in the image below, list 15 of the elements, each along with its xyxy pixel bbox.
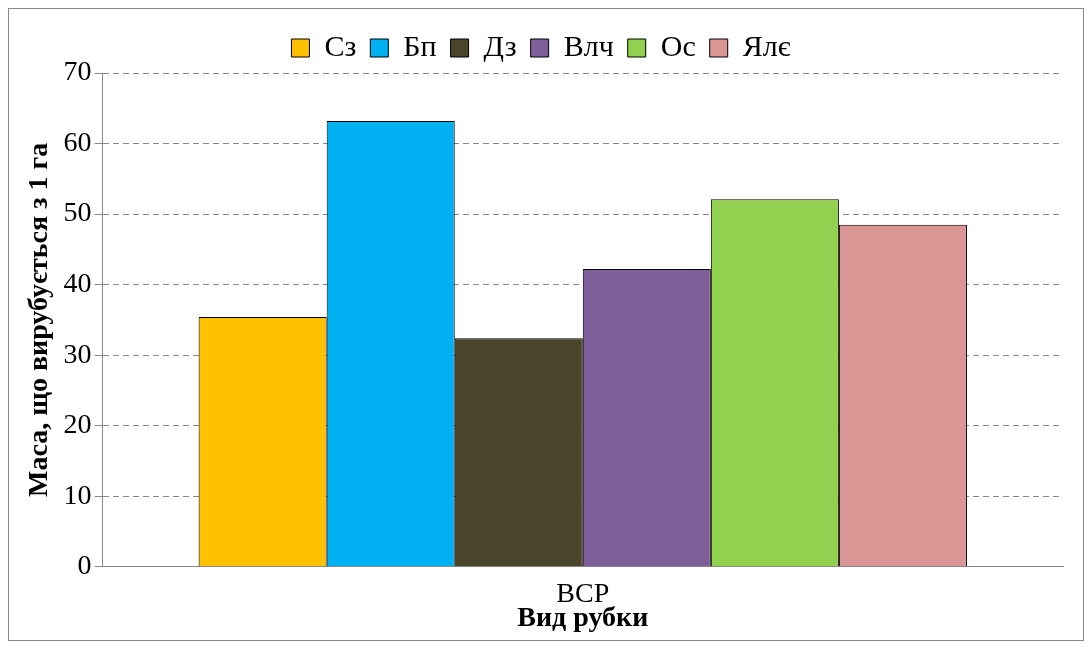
y-tick-label: 60 — [63, 125, 92, 157]
legend-label: Ос — [660, 28, 696, 62]
legend-label: Бп — [403, 28, 437, 62]
y-tick-label: 40 — [63, 266, 92, 298]
y-tick-label: 20 — [63, 408, 92, 440]
legend-label: Влч — [563, 28, 614, 62]
y-tick-label: 10 — [63, 478, 92, 510]
y-tick-label: 30 — [63, 337, 92, 369]
y-tick-label: 50 — [63, 196, 92, 228]
y-axis-title: Маса, що вирубується з 1 га — [22, 142, 54, 497]
y-tick-label: 0 — [77, 549, 92, 581]
y-tick-label: 70 — [63, 55, 92, 87]
legend-label: Ялє — [742, 28, 791, 62]
legend-label: Дз — [483, 28, 517, 62]
legend-label: Сз — [324, 28, 357, 62]
